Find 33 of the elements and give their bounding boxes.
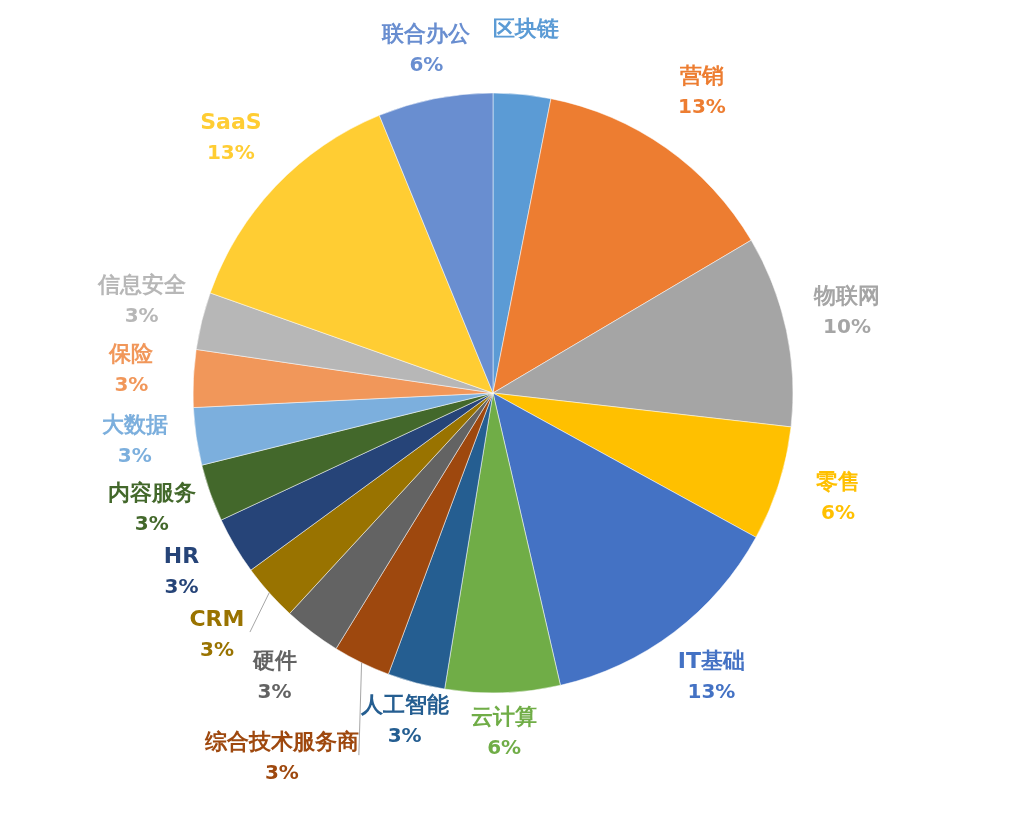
data-label: 3% <box>124 302 159 327</box>
slice-label: SaaS <box>200 109 262 135</box>
slice-label: 信息安全 <box>96 271 187 297</box>
slice-label: 营销 <box>678 63 724 89</box>
slice-label: IT基础 <box>677 647 746 673</box>
slice-label: 保险 <box>108 341 155 367</box>
slice-label: 大数据 <box>101 411 168 437</box>
slice-label: 物联网 <box>813 283 881 309</box>
data-label: 3% <box>134 510 169 535</box>
slice-label: 联合办公 <box>381 20 472 46</box>
data-label: 3% <box>199 637 234 662</box>
slice-label: 人工智能 <box>359 692 449 718</box>
data-label: 13% <box>206 140 255 165</box>
data-label: 3% <box>164 574 199 599</box>
data-label: 3% <box>114 372 149 397</box>
data-label: 3% <box>117 442 152 467</box>
slice-label: 硬件 <box>251 647 297 673</box>
data-label: 13% <box>687 678 736 703</box>
data-label: 10% <box>823 314 871 339</box>
data-label: 3% <box>387 723 422 748</box>
slice-label: HR <box>163 543 200 569</box>
slice-label: 区块链 <box>493 15 561 41</box>
data-label: 13% <box>678 94 726 119</box>
slice-label: 云计算 <box>471 703 538 729</box>
slice-label: 零售 <box>816 468 860 494</box>
data-label: 3% <box>264 760 299 785</box>
data-label: 6% <box>409 51 444 76</box>
data-label: 6% <box>821 499 855 524</box>
slice-label: 综合技术服务商 <box>203 729 359 755</box>
slice-label: CRM <box>189 606 245 632</box>
data-label: 6% <box>487 734 522 759</box>
slice-label: 内容服务 <box>107 479 196 505</box>
data-label: 3% <box>257 678 292 703</box>
